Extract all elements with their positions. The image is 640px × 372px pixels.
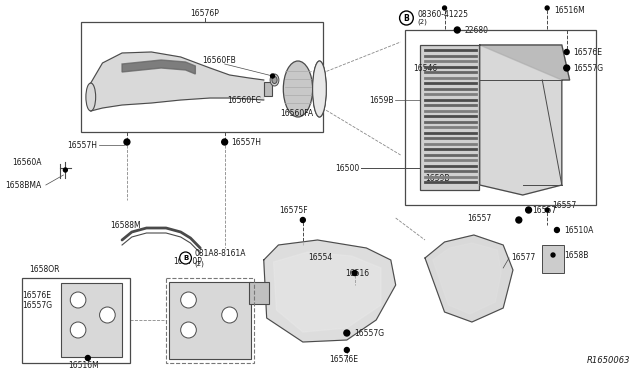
Text: 16557: 16557: [532, 205, 557, 215]
Text: (2): (2): [417, 19, 427, 25]
Bar: [249, 282, 269, 304]
Circle shape: [554, 228, 559, 232]
Text: 16516M: 16516M: [554, 6, 585, 15]
Polygon shape: [122, 60, 195, 74]
Bar: [81, 22, 323, 132]
Bar: [61, 283, 122, 357]
Ellipse shape: [312, 61, 326, 117]
Circle shape: [124, 139, 130, 145]
Circle shape: [454, 27, 460, 33]
Text: 16575F: 16575F: [279, 206, 307, 215]
Text: 1659B: 1659B: [369, 96, 394, 105]
Bar: [22, 278, 130, 363]
Polygon shape: [264, 240, 396, 342]
Polygon shape: [480, 45, 570, 80]
Polygon shape: [480, 45, 570, 195]
Circle shape: [221, 139, 228, 145]
Ellipse shape: [272, 77, 277, 83]
Text: 16576E: 16576E: [573, 48, 602, 57]
Circle shape: [564, 49, 569, 55]
Text: 16560A: 16560A: [12, 157, 42, 167]
Bar: [420, 45, 479, 190]
Circle shape: [344, 347, 349, 353]
Ellipse shape: [312, 61, 326, 117]
Circle shape: [564, 65, 570, 71]
Circle shape: [70, 322, 86, 338]
Text: 16588M: 16588M: [110, 221, 141, 230]
Polygon shape: [425, 235, 513, 322]
Circle shape: [300, 218, 305, 222]
Circle shape: [516, 217, 522, 223]
Text: 16576E: 16576E: [22, 291, 51, 299]
Circle shape: [63, 168, 67, 172]
Text: 16570P: 16570P: [173, 257, 202, 266]
Text: 16557G: 16557G: [355, 328, 385, 337]
Text: 1658B: 1658B: [564, 250, 588, 260]
Text: 16546: 16546: [413, 64, 438, 73]
Text: 16510A: 16510A: [564, 225, 593, 234]
Text: 08360-41225: 08360-41225: [417, 10, 468, 19]
Circle shape: [100, 307, 115, 323]
Text: (2): (2): [195, 261, 204, 267]
Text: 16577: 16577: [511, 253, 535, 263]
Text: 16554: 16554: [308, 253, 332, 263]
Circle shape: [443, 6, 447, 10]
Circle shape: [525, 207, 532, 213]
Circle shape: [180, 252, 191, 264]
Text: B: B: [183, 255, 188, 261]
Text: 16560FC: 16560FC: [228, 96, 262, 105]
Text: 16560FB: 16560FB: [202, 55, 236, 64]
Circle shape: [545, 208, 549, 212]
Text: 1659B: 1659B: [425, 173, 449, 183]
Polygon shape: [91, 52, 264, 111]
Text: 16500: 16500: [335, 164, 360, 173]
Polygon shape: [433, 243, 501, 314]
Text: 16516: 16516: [345, 269, 369, 278]
Ellipse shape: [270, 74, 279, 86]
Text: 16557: 16557: [467, 214, 492, 222]
Circle shape: [271, 74, 275, 78]
Text: 22680: 22680: [464, 26, 488, 35]
Bar: [264, 82, 271, 96]
Bar: [169, 282, 251, 359]
Text: 1658BMA: 1658BMA: [6, 180, 42, 189]
Circle shape: [344, 330, 349, 336]
Polygon shape: [273, 252, 381, 332]
Text: 16557H: 16557H: [68, 141, 98, 150]
Text: 16557: 16557: [552, 201, 576, 209]
Circle shape: [85, 356, 90, 360]
Text: 16557H: 16557H: [232, 138, 262, 147]
Circle shape: [399, 11, 413, 25]
Circle shape: [551, 253, 555, 257]
Circle shape: [352, 270, 357, 276]
Circle shape: [180, 292, 196, 308]
Text: 1658OR: 1658OR: [29, 265, 60, 274]
Text: 081A8-8161A: 081A8-8161A: [195, 248, 246, 257]
Text: 16557G: 16557G: [573, 64, 604, 73]
Text: 16516M: 16516M: [68, 362, 99, 371]
Bar: [406, 30, 596, 205]
Text: 16576P: 16576P: [191, 9, 220, 18]
Text: 16557G: 16557G: [22, 301, 52, 310]
Circle shape: [70, 292, 86, 308]
Circle shape: [180, 322, 196, 338]
Ellipse shape: [86, 83, 95, 111]
Text: 16576E: 16576E: [329, 356, 358, 365]
Text: 16560FA: 16560FA: [280, 109, 314, 118]
Bar: [166, 278, 254, 363]
Bar: [542, 245, 564, 273]
Text: B: B: [404, 13, 410, 22]
Circle shape: [221, 307, 237, 323]
Ellipse shape: [284, 61, 312, 117]
Circle shape: [545, 6, 549, 10]
Text: R1650063: R1650063: [587, 356, 630, 365]
